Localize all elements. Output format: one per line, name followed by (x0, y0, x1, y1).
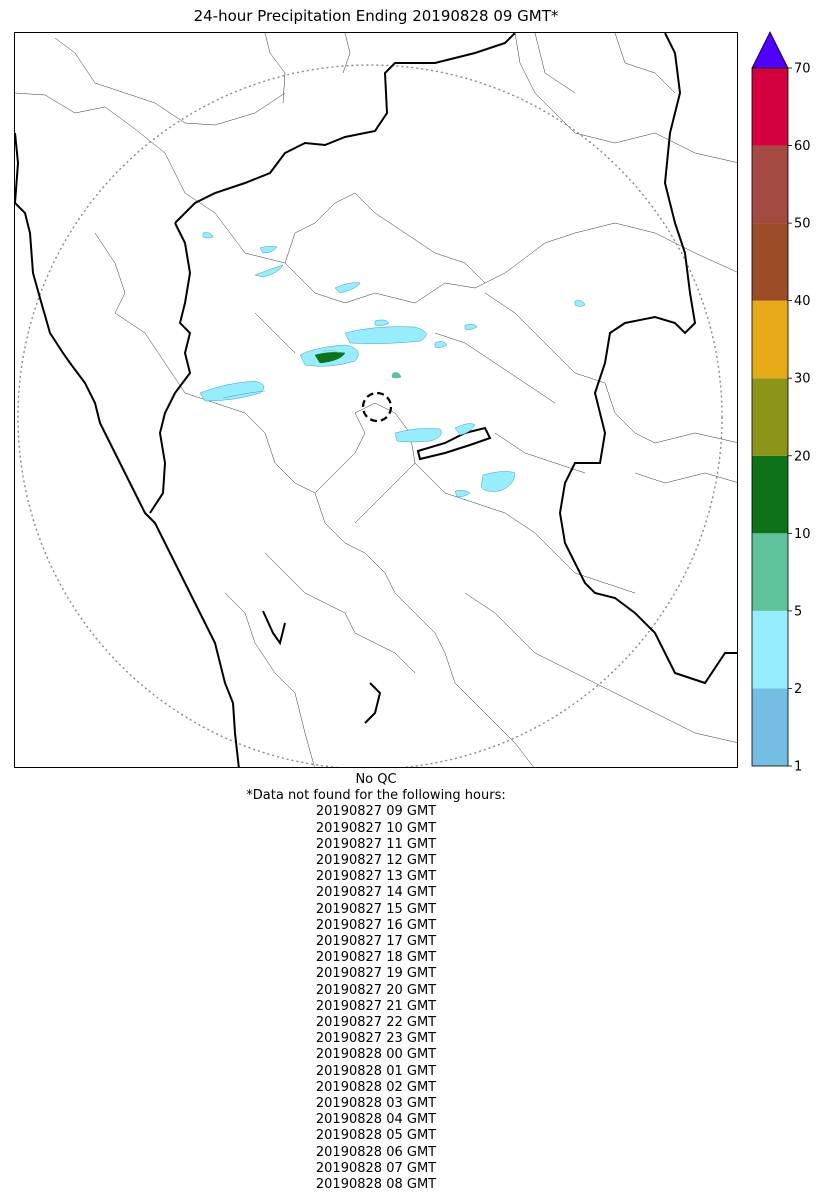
radar-site-marker (361, 391, 393, 423)
missing-hour-item: 20190827 23 GMT (315, 1031, 437, 1047)
missing-hour-item: 20190827 16 GMT (315, 917, 437, 933)
missing-hour-item: 20190828 01 GMT (315, 1063, 437, 1079)
missing-hour-item: 20190828 02 GMT (315, 1079, 437, 1095)
missing-hour-item: 20190827 10 GMT (315, 820, 437, 836)
colorbar-segment (752, 223, 788, 301)
colorbar-tick-label: 20 (794, 449, 811, 464)
missing-hour-item: 20190827 12 GMT (315, 853, 437, 869)
missing-hour-item: 20190827 22 GMT (315, 1015, 437, 1031)
missing-hour-item: 20190828 04 GMT (315, 1112, 437, 1128)
precipitation-areas (199, 232, 586, 498)
coastline-state-borders (15, 33, 737, 767)
colorbar-tick-label: 40 (794, 294, 811, 309)
colorbar-segment (752, 300, 788, 379)
missing-hour-item: 20190828 05 GMT (315, 1128, 437, 1144)
missing-hours-list: 20190827 09 GMT 20190827 10 GMT 20190827 1… (14, 804, 738, 1193)
district-boundaries (15, 33, 737, 767)
precipitation-colorbar: 1 2 5 10 20 30 40 50 60 70 (751, 31, 822, 775)
missing-hour-item: 20190827 15 GMT (315, 901, 437, 917)
missing-hour-item: 20190828 08 GMT (315, 1177, 437, 1193)
missing-data-header: *Data not found for the following hours: (246, 788, 506, 804)
colorbar-segment (752, 455, 788, 534)
colorbar-tick-label: 1 (794, 760, 802, 775)
missing-hour-item: 20190828 07 GMT (315, 1160, 437, 1176)
colorbar-segment (752, 533, 788, 611)
missing-hour-item: 20190828 06 GMT (315, 1144, 437, 1160)
missing-hour-item: 20190827 21 GMT (315, 998, 437, 1014)
colorbar-segment (752, 68, 788, 146)
missing-hour-item: 20190827 14 GMT (315, 885, 437, 901)
qc-label: No QC (355, 772, 397, 787)
missing-hour-item: 20190827 18 GMT (315, 950, 437, 966)
colorbar-tick-label: 10 (794, 527, 811, 542)
missing-hour-item: 20190827 09 GMT (315, 804, 437, 820)
colorbar-tick-label: 70 (794, 62, 811, 77)
radar-range-ring (17, 64, 723, 767)
colorbar-extend-arrow (751, 31, 789, 69)
colorbar-tick-label: 5 (794, 604, 802, 619)
missing-hour-item: 20190827 13 GMT (315, 869, 437, 885)
colorbar-tick-label: 2 (794, 682, 802, 697)
missing-hour-item: 20190827 20 GMT (315, 982, 437, 998)
missing-hour-item: 20190827 19 GMT (315, 966, 437, 982)
map-title: 24-hour Precipitation Ending 20190828 09… (193, 7, 559, 25)
colorbar-outline (751, 67, 789, 767)
missing-hour-item: 20190828 03 GMT (315, 1096, 437, 1112)
colorbar-tick-label: 30 (794, 372, 811, 387)
missing-hour-item: 20190828 00 GMT (315, 1047, 437, 1063)
missing-hour-item: 20190827 17 GMT (315, 934, 437, 950)
colorbar-tick-label: 60 (794, 139, 811, 154)
colorbar-segment (752, 145, 788, 224)
data-notes: No QC *Data not found for the following … (14, 772, 738, 1193)
colorbar-segment (752, 688, 788, 766)
colorbar-segment (752, 610, 788, 689)
precipitation-map (14, 32, 738, 768)
colorbar-segment (752, 378, 788, 456)
missing-hour-item: 20190827 11 GMT (315, 836, 437, 852)
map-canvas (15, 33, 737, 767)
colorbar-canvas: 1 2 5 10 20 30 40 50 60 70 (751, 31, 811, 775)
colorbar-tick-label: 50 (794, 217, 811, 232)
